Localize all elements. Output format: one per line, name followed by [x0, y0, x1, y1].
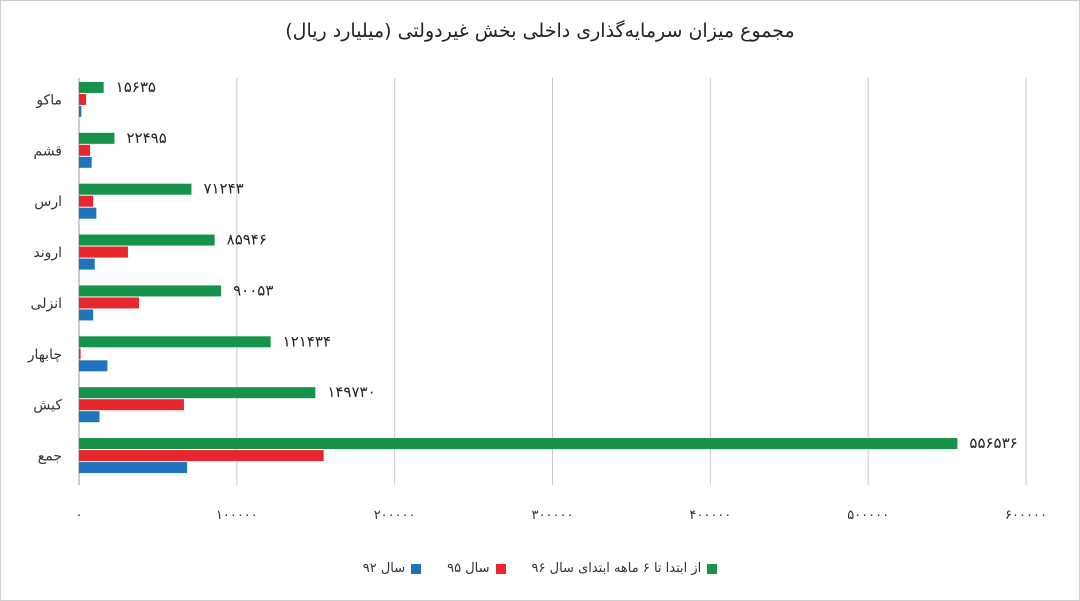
bar-series-2-cat-7 [79, 462, 188, 474]
bar-series-1-cat-3 [79, 246, 128, 258]
x-tick-label-1: ۱۰۰۰۰۰ [216, 508, 258, 523]
bar-series-0-cat-5 [79, 336, 271, 348]
category-label-2: ارس [34, 194, 62, 210]
value-label-4: ۹۰۰۵۳ [233, 281, 273, 299]
bar-series-2-cat-2 [79, 207, 97, 219]
bar-series-0-cat-6 [79, 387, 316, 399]
legend-label-1: سال ۹۵ [447, 561, 490, 576]
bar-series-0-cat-2 [79, 183, 192, 195]
bar-series-0-cat-1 [79, 132, 115, 144]
x-tick-label-6: ۶۰۰۰۰۰ [1005, 508, 1047, 523]
bar-series-1-cat-7 [79, 450, 324, 462]
bar-series-1-cat-4 [79, 297, 139, 309]
bar-series-0-cat-3 [79, 234, 215, 246]
category-label-5: چابهار [27, 347, 62, 363]
bar-series-1-cat-2 [79, 195, 94, 207]
category-label-3: اروند [33, 245, 62, 261]
bar-series-2-cat-6 [79, 411, 100, 423]
bar-series-1-cat-6 [79, 399, 184, 411]
bar-series-1-cat-5 [79, 348, 81, 360]
legend-swatch-0 [707, 563, 718, 574]
value-label-2: ۷۱۲۴۳ [203, 180, 243, 198]
legend-item-2: سال ۹۲ [362, 561, 422, 576]
bar-series-0-cat-0 [79, 81, 104, 93]
legend-item-1: سال ۹۵ [447, 561, 506, 576]
category-label-0: ماکو [35, 92, 62, 108]
category-label-1: قشم [34, 143, 63, 159]
category-label-6: کیش [33, 398, 62, 414]
x-tick-label-2: ۲۰۰۰۰۰ [374, 508, 416, 523]
x-tick-label-5: ۵۰۰۰۰۰ [847, 508, 889, 523]
bar-series-2-cat-3 [79, 258, 95, 270]
x-tick-label-3: ۳۰۰۰۰۰ [532, 508, 574, 523]
bar-series-2-cat-5 [79, 360, 108, 372]
value-label-6: ۱۴۹۷۳۰ [327, 383, 375, 401]
bar-series-0-cat-7 [79, 438, 958, 450]
value-label-0: ۱۵۶۳۵ [116, 78, 156, 96]
bar-series-1-cat-0 [79, 93, 87, 105]
category-label-7: جمع [38, 449, 62, 465]
chart-title: مجموع میزان سرمایه‌گذاری داخلی بخش غیردو… [285, 20, 795, 42]
bar-series-1-cat-1 [79, 144, 91, 156]
legend-swatch-1 [495, 563, 506, 574]
legend-label-2: سال ۹۲ [362, 561, 406, 576]
bar-series-2-cat-4 [79, 309, 94, 321]
category-label-4: انزلی [31, 296, 62, 312]
bar-series-2-cat-0 [79, 105, 82, 117]
value-label-1: ۲۲۴۹۵ [127, 129, 167, 147]
bar-series-2-cat-1 [79, 156, 92, 168]
legend-swatch-2 [411, 563, 422, 574]
chart-legend: از ابتدا تا ۶ ماهه ابتدای سال ۹۶ سال ۹۵ سا… [0, 561, 1080, 576]
legend-label-0: از ابتدا تا ۶ ماهه ابتدای سال ۹۶ [531, 561, 702, 576]
x-tick-label-4: ۴۰۰۰۰۰ [689, 508, 731, 523]
value-label-5: ۱۲۱۴۳۴ [283, 332, 331, 350]
x-tick-label-0: ۰ [76, 508, 83, 523]
bar-series-0-cat-4 [79, 285, 222, 297]
value-label-7: ۵۵۶۵۳۶ [969, 434, 1017, 452]
value-label-3: ۸۵۹۴۶ [227, 231, 267, 249]
legend-item-0: از ابتدا تا ۶ ماهه ابتدای سال ۹۶ [532, 561, 718, 576]
